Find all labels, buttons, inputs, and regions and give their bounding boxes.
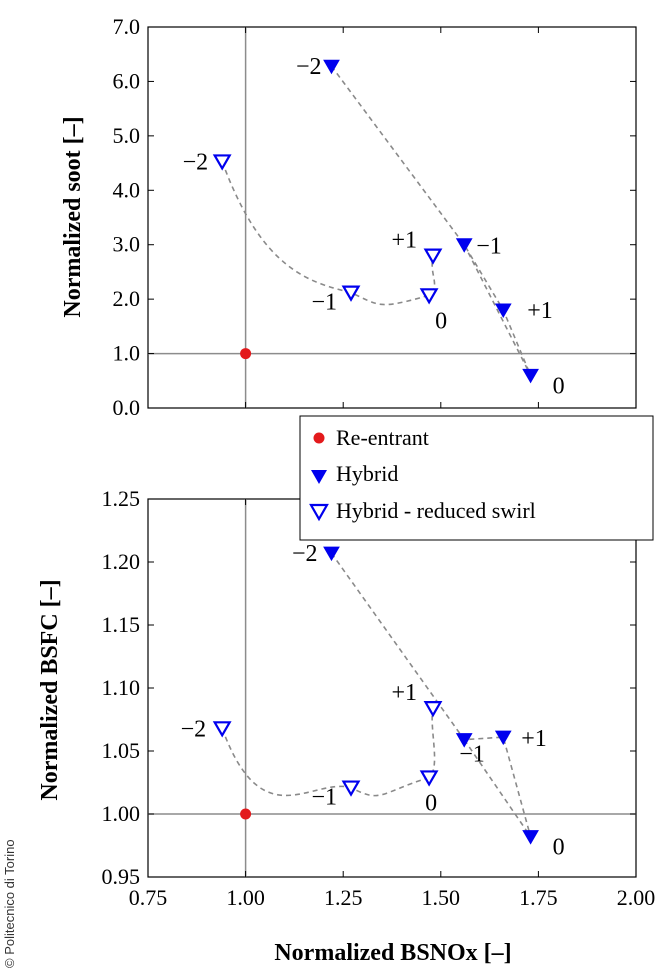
legend: Re-entrant Hybrid Hybrid - reduced swirl bbox=[299, 415, 654, 541]
soot-point-label: −2 bbox=[183, 149, 209, 175]
bsfc-y-tick-label: 1.00 bbox=[102, 801, 141, 826]
bsfc-y-tick-label: 1.25 bbox=[102, 486, 141, 511]
soot-point-label: 0 bbox=[435, 308, 447, 334]
soot-point-label: 0 bbox=[553, 373, 565, 399]
bsfc-reduced-swirl-point bbox=[341, 780, 361, 797]
soot-y-axis-label: Normalized soot [–] bbox=[60, 116, 86, 317]
bsfc-y-axis-label: Normalized BSFC [–] bbox=[37, 579, 63, 800]
bsfc-point-label: 0 bbox=[553, 835, 565, 861]
soot-hybrid-point bbox=[323, 59, 340, 75]
soot-point-label: +1 bbox=[527, 298, 553, 324]
bsfc-y-tick-label: 1.10 bbox=[102, 675, 141, 700]
soot-y-tick-label: 0.0 bbox=[113, 395, 141, 420]
soot-y-tick-label: 2.0 bbox=[113, 286, 141, 311]
x-tick-label: 1.75 bbox=[519, 885, 558, 910]
legend-marker-hybrid bbox=[311, 470, 327, 484]
legend-marker-hybrid-reduced-swirl bbox=[309, 503, 329, 522]
legend-box bbox=[299, 415, 654, 541]
bsfc-panel: Normalized BSFC [–] Normalized BSNOx [–]… bbox=[37, 486, 655, 966]
legend-marker-re-entrant bbox=[313, 432, 325, 444]
soot-panel: Normalized soot [–] 0.0 1.0 2.0 3.0 4.0 5.0 6.… bbox=[60, 14, 637, 420]
bsfc-reduced-swirl-connector bbox=[221, 708, 436, 797]
x-tick-label: 0.75 bbox=[129, 885, 168, 910]
soot-point-label: +1 bbox=[391, 228, 417, 254]
bsfc-y-tick-label: 1.15 bbox=[102, 612, 141, 637]
soot-y-tick-label: 6.0 bbox=[113, 68, 141, 93]
soot-hybrid-point bbox=[494, 303, 512, 319]
bsfc-point-label: −2 bbox=[181, 716, 207, 742]
bsfc-hybrid-connector bbox=[330, 552, 532, 838]
legend-label-re-entrant: Re-entrant bbox=[336, 425, 429, 450]
bsfc-hybrid-point bbox=[522, 830, 539, 845]
x-tick-label: 1.25 bbox=[324, 885, 363, 910]
x-tick-label: 1.00 bbox=[226, 885, 265, 910]
soot-point-label: −1 bbox=[476, 234, 502, 260]
soot-point-label: −2 bbox=[296, 54, 322, 80]
soot-y-tick-label: 4.0 bbox=[113, 177, 141, 202]
bsfc-point-label: −1 bbox=[311, 785, 337, 811]
bsfc-hybrid-point bbox=[455, 733, 473, 748]
legend-label-hybrid: Hybrid bbox=[336, 461, 398, 486]
x-axis-label: Normalized BSNOx [–] bbox=[274, 940, 511, 966]
bsfc-point-label: +1 bbox=[521, 726, 547, 752]
bsfc-y-tick-label: 1.20 bbox=[102, 549, 141, 574]
soot-re-entrant-point bbox=[240, 348, 252, 360]
x-tick-label: 2.00 bbox=[617, 885, 656, 910]
bsfc-reduced-swirl-point bbox=[212, 721, 232, 738]
bsfc-point-label: −1 bbox=[459, 742, 485, 768]
soot-reduced-swirl-point bbox=[341, 285, 361, 302]
soot-reduced-swirl-point bbox=[423, 248, 443, 265]
bsfc-hybrid-point bbox=[323, 546, 340, 562]
bsfc-y-tick-label: 0.95 bbox=[102, 864, 141, 889]
soot-hybrid-connector bbox=[330, 65, 532, 376]
x-tick-label: 1.50 bbox=[422, 885, 461, 910]
soot-y-tick-label: 1.0 bbox=[113, 341, 141, 366]
soot-reduced-swirl-point bbox=[419, 288, 439, 305]
bsfc-hybrid-point bbox=[494, 730, 512, 746]
copyright-notice: © Politecnico di Torino bbox=[2, 839, 17, 968]
soot-y-tick-label: 5.0 bbox=[113, 123, 141, 148]
bsfc-point-label: −2 bbox=[292, 541, 318, 567]
bsfc-y-tick-label: 1.05 bbox=[102, 738, 141, 763]
soot-hybrid-point bbox=[522, 368, 539, 384]
bsfc-re-entrant-point bbox=[240, 808, 252, 820]
soot-reduced-swirl-point bbox=[212, 154, 232, 171]
soot-plot-frame bbox=[147, 26, 637, 409]
bsfc-point-label: 0 bbox=[425, 790, 437, 816]
soot-y-tick-label: 7.0 bbox=[113, 14, 141, 39]
soot-hybrid-point bbox=[455, 238, 473, 253]
legend-label-hybrid-reduced-swirl: Hybrid - reduced swirl bbox=[336, 498, 536, 523]
bsfc-reduced-swirl-point bbox=[419, 770, 439, 787]
bsfc-point-label: +1 bbox=[391, 680, 417, 706]
soot-point-label: −1 bbox=[311, 290, 337, 316]
bsfc-reduced-swirl-point bbox=[423, 701, 443, 718]
soot-y-tick-label: 3.0 bbox=[113, 232, 141, 257]
